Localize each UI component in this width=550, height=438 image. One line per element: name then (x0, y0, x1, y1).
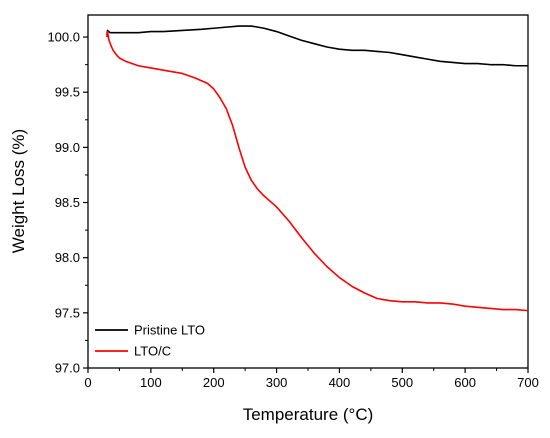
series-line (106, 25, 528, 67)
x-axis-ticks: 0 100 200 300 400 500 600 700 (84, 368, 539, 390)
y-axis-title: Weight Loss (%) (9, 129, 28, 253)
y-tick-label: 99.0 (55, 140, 80, 155)
x-tick-label: 200 (203, 375, 225, 390)
legend: Pristine LTO LTO/C (95, 323, 205, 359)
legend-label: LTO/C (134, 344, 171, 359)
y-tick-label: 98.0 (55, 250, 80, 265)
x-tick-label: 600 (454, 375, 476, 390)
legend-label: Pristine LTO (134, 323, 205, 338)
y-axis-ticks: 97.0 97.5 98.0 98.5 99.0 99.5 100.0 (47, 30, 88, 376)
y-tick-label: 97.0 (55, 361, 80, 376)
x-tick-label: 500 (391, 375, 413, 390)
x-tick-label: 0 (84, 375, 91, 390)
y-tick-label: 97.5 (55, 305, 80, 320)
series-lines (106, 25, 529, 312)
x-tick-label: 100 (140, 375, 162, 390)
x-axis-title: Temperature (°C) (243, 405, 374, 424)
y-tick-label: 99.5 (55, 85, 80, 100)
x-tick-label: 700 (517, 375, 539, 390)
x-tick-label: 300 (266, 375, 288, 390)
y-tick-label: 100.0 (47, 30, 80, 45)
series-line (106, 30, 529, 312)
x-tick-label: 400 (329, 375, 351, 390)
y-tick-label: 98.5 (55, 195, 80, 210)
